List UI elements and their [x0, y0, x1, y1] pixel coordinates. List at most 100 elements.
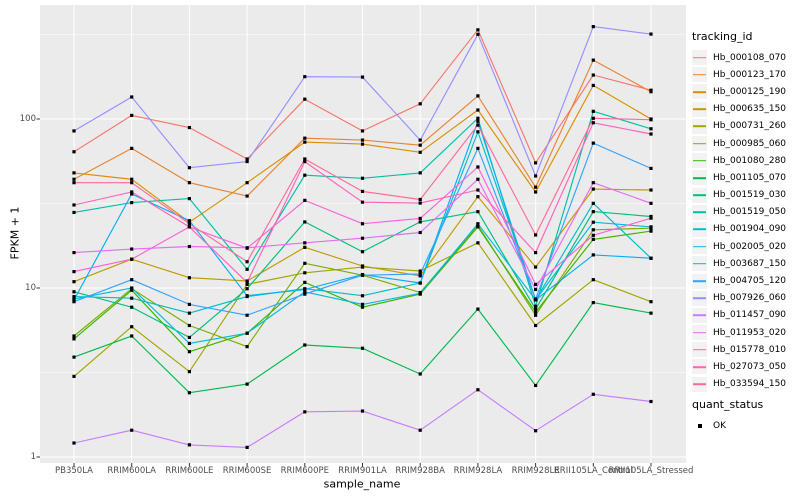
data-point: [534, 307, 538, 311]
data-point: [303, 410, 307, 414]
data-point: [591, 210, 595, 214]
data-point: [534, 304, 538, 308]
x-tick-label: RRIM600PE: [280, 466, 329, 476]
legend-item-label: Hb_004705_120: [713, 276, 787, 287]
data-point: [649, 399, 653, 404]
data-point: [476, 94, 480, 98]
legend-item-Hb_033594_150: Hb_033594_150: [692, 376, 786, 393]
data-point: [649, 188, 653, 192]
data-point: [649, 216, 653, 220]
legend-key-line: [693, 91, 706, 93]
x-tick-label: RRII105LA_Stressed: [608, 466, 694, 476]
data-point: [245, 313, 249, 317]
data-point: [649, 225, 653, 229]
legend-item-Hb_000125_190: Hb_000125_190: [692, 83, 786, 100]
data-point: [360, 200, 365, 204]
data-point: [476, 195, 480, 199]
legend-key-icon: [692, 273, 707, 289]
data-point: [130, 181, 134, 185]
data-point: [72, 334, 76, 338]
data-point: [72, 203, 76, 207]
data-point: [418, 230, 422, 235]
data-point: [245, 345, 249, 349]
data-point: [187, 391, 191, 395]
data-point: [303, 343, 307, 347]
legend-key-icon: [692, 118, 707, 134]
legend-item-Hb_002005_020: Hb_002005_020: [692, 238, 786, 255]
data-point: [72, 294, 76, 299]
data-point: [360, 265, 365, 269]
data-point: [649, 229, 653, 233]
data-point: [72, 337, 76, 341]
data-point: [591, 278, 595, 282]
data-point: [72, 210, 76, 215]
legend-item-Hb_011457_090: Hb_011457_090: [692, 307, 786, 324]
data-point: [130, 177, 134, 181]
legend-key-icon: [692, 239, 707, 255]
data-point: [303, 241, 307, 245]
data-point: [418, 197, 422, 202]
data-point: [72, 171, 76, 175]
data-point: [360, 294, 365, 298]
data-point: [130, 113, 134, 118]
data-point: [130, 288, 134, 292]
y-axis-title: FPKM + 1: [8, 206, 22, 260]
data-point: [187, 341, 191, 346]
data-point: [187, 219, 191, 223]
legend-item-label: Hb_001519_030: [713, 190, 787, 201]
legend-key-icon: [692, 136, 707, 152]
data-point: [476, 123, 480, 127]
legend-key-icon: [692, 376, 707, 392]
data-point: [303, 157, 307, 161]
x-tick-label: RRIM928LA: [453, 466, 503, 476]
legend-item-Hb_004705_120: Hb_004705_120: [692, 272, 786, 289]
legend-item-label: Hb_007926_060: [713, 293, 787, 304]
data-point: [476, 307, 480, 311]
data-point: [245, 260, 249, 264]
data-point: [303, 97, 307, 101]
legend-item-label: Hb_003687_150: [713, 258, 787, 269]
data-point: [245, 282, 249, 287]
data-point: [476, 108, 480, 112]
data-point: [72, 250, 76, 255]
legend-key-icon: [692, 256, 707, 272]
data-point: [476, 116, 480, 120]
legend-item-label: Hb_001519_050: [713, 207, 787, 218]
data-point: [591, 83, 595, 88]
data-point: [476, 210, 480, 214]
data-point: [418, 428, 422, 432]
black-square-point-icon: [692, 418, 707, 434]
data-point: [245, 294, 249, 298]
legend-key-icon: [692, 84, 707, 100]
data-point: [130, 146, 134, 150]
x-tick-label: PB350LA: [55, 466, 93, 476]
data-point: [418, 102, 422, 106]
data-point: [360, 236, 365, 240]
data-point: [130, 296, 134, 300]
data-point: [72, 441, 76, 445]
data-point: [418, 291, 422, 295]
data-point: [245, 157, 249, 161]
data-point: [187, 370, 191, 374]
data-point: [245, 246, 249, 250]
legend-item-label: Hb_000125_190: [713, 86, 787, 97]
data-point: [130, 257, 134, 261]
data-point: [130, 334, 134, 338]
legend-item-label: Hb_000123_170: [713, 69, 787, 80]
data-point: [534, 313, 538, 317]
data-point: [418, 274, 422, 278]
data-point: [534, 310, 538, 314]
legend-item-Hb_003687_150: Hb_003687_150: [692, 255, 786, 272]
legend-tracking-id: tracking_id Hb_000108_070 Hb_000123_170 Hb…: [692, 30, 786, 393]
legend-item-label: Hb_000108_070: [713, 52, 787, 63]
data-point: [534, 383, 538, 388]
data-point: [476, 222, 480, 226]
data-point: [245, 287, 249, 291]
data-point: [187, 276, 191, 280]
legend-item-Hb_001519_030: Hb_001519_030: [692, 187, 786, 204]
data-point: [591, 25, 595, 29]
data-point: [187, 197, 191, 201]
data-point: [130, 278, 134, 282]
legend-key-icon: [692, 342, 707, 358]
